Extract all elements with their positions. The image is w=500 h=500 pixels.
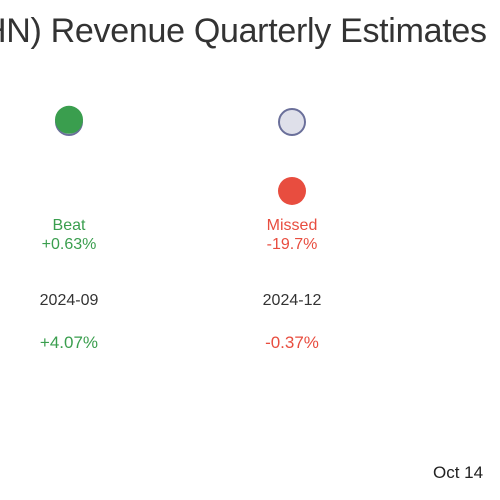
result-label: Missed	[266, 217, 318, 234]
surprise-label: -	[445, 236, 500, 254]
chart-title: HN) Revenue Quarterly Estimates	[0, 12, 487, 50]
period-label: 20	[445, 292, 500, 310]
result-label: M	[445, 217, 500, 235]
result-label: Beat	[52, 217, 86, 234]
estimate-marker	[278, 108, 306, 136]
period-label: 2024-12	[262, 292, 322, 309]
footer-date: Oct 14	[433, 463, 484, 482]
period-label: 2024-09	[39, 292, 99, 309]
surprise-label: +0.63%	[41, 236, 97, 253]
surprise-label: -19.7%	[266, 236, 318, 253]
growth-label: -1	[445, 333, 500, 353]
growth-label: +4.07%	[39, 333, 99, 352]
actual-marker	[55, 105, 83, 134]
actual-marker	[278, 176, 306, 205]
growth-label: -0.37%	[265, 333, 319, 352]
